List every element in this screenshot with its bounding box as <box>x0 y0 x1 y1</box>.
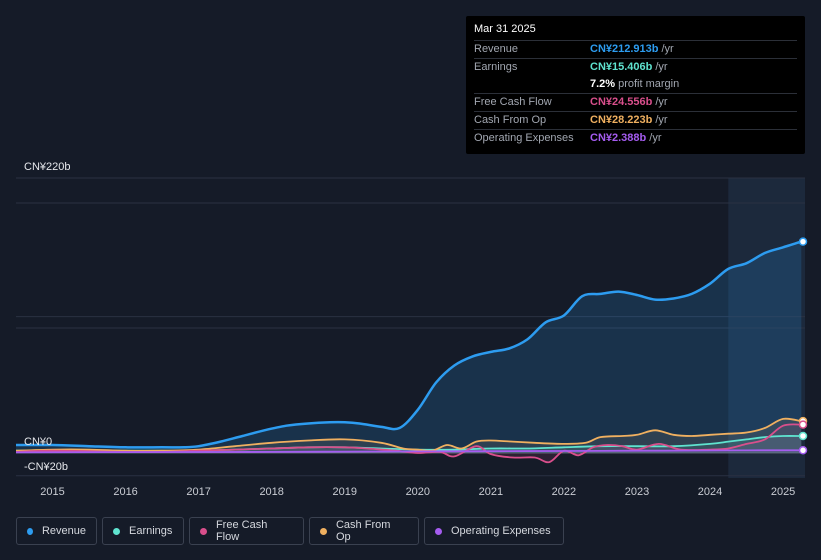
tooltip-suffix: /yr <box>655 61 668 73</box>
tooltip-label: Free Cash Flow <box>474 96 552 108</box>
revenue-endpoint <box>798 237 808 246</box>
x-tick-label: 2020 <box>406 486 430 498</box>
tooltip-value: CN¥24.556b <box>590 96 653 108</box>
tooltip-label: Revenue <box>474 43 519 55</box>
earnings-endpoint <box>798 431 808 441</box>
x-tick-label: 2025 <box>771 486 795 498</box>
operating-expenses-endpoint <box>798 446 808 455</box>
tooltip-suffix: profit margin <box>618 78 680 90</box>
x-tick-label: 2019 <box>333 486 357 498</box>
revenue-line <box>15 240 802 449</box>
revenue-area <box>16 241 802 463</box>
series-endpoints <box>798 237 808 455</box>
tooltip-label: Cash From Op <box>474 114 547 126</box>
tooltip-value: CN¥15.406b <box>590 61 653 73</box>
x-tick-label: 2024 <box>698 486 722 498</box>
legend-label: Earnings <box>129 525 173 537</box>
x-tick-label: 2022 <box>552 486 576 498</box>
x-tick-label: 2018 <box>259 486 283 498</box>
legend-item-earnings[interactable]: Earnings <box>102 517 184 545</box>
cash-from-op-dot-icon <box>320 527 327 535</box>
tooltip-row-margin: 7.2% profit margin <box>474 76 797 93</box>
tooltip-suffix: /yr <box>655 114 668 126</box>
legend-label: Revenue <box>41 525 86 537</box>
operating-expenses-dot-icon <box>435 527 442 535</box>
series-area-fill <box>16 435 802 453</box>
tooltip-date: Mar 31 2025 <box>474 23 536 35</box>
tooltip-label: Earnings <box>474 61 518 73</box>
x-tick-label: 2015 <box>40 486 64 498</box>
tooltip-suffix: /yr <box>649 132 662 144</box>
x-tick-label: 2023 <box>625 486 649 498</box>
free-cash-flow-dot-icon <box>200 527 207 535</box>
y-tick-label: -CN¥20b <box>24 461 68 473</box>
revenue-dot-icon <box>27 527 33 535</box>
x-tick-label: 2021 <box>479 486 503 498</box>
tooltip-value: 7.2% <box>590 78 616 90</box>
legend-item-cash-from-op[interactable]: Cash From Op <box>309 517 419 545</box>
legend-label: Free Cash Flow <box>215 519 268 543</box>
tooltip-row-operating-expenses: Operating Expenses CN¥2.388b /yr <box>474 129 797 147</box>
tooltip-label <box>474 76 590 93</box>
cash-from-op-line <box>15 417 802 452</box>
tooltip-suffix: /yr <box>661 43 674 55</box>
series-lines <box>15 240 802 464</box>
tooltip-suffix: /yr <box>655 96 668 108</box>
legend-label: Cash From Op <box>335 519 391 543</box>
tooltip-row-cash-from-op: Cash From Op CN¥28.223b /yr <box>474 111 797 129</box>
tooltip-label: Operating Expenses <box>474 132 574 144</box>
operating-expenses-line <box>15 449 802 454</box>
legend-item-free-cash-flow[interactable]: Free Cash Flow <box>189 517 304 545</box>
x-tick-label: 2017 <box>186 486 210 498</box>
legend-item-revenue[interactable]: Revenue <box>16 517 97 545</box>
free-cash-flow-endpoint <box>798 420 808 429</box>
tooltip-row-earnings: Earnings CN¥15.406b /yr <box>474 58 797 76</box>
legend-label: Operating Expenses <box>451 525 551 537</box>
tooltip-value: CN¥28.223b <box>590 114 653 126</box>
y-tick-label: CN¥0 <box>24 436 52 448</box>
earnings-dot-icon <box>113 527 120 535</box>
x-axis: 2015 2016 2017 2018 2019 2020 2021 2022 2023 2024… <box>40 486 795 498</box>
y-tick-label: CN¥220b <box>24 161 70 173</box>
tooltip: Mar 31 2025 Revenue CN¥212.913b /yr Earn… <box>466 16 805 154</box>
tooltip-row-revenue: Revenue CN¥212.913b /yr <box>474 40 797 58</box>
y-axis: CN¥220b CN¥0 -CN¥20b <box>24 161 70 473</box>
tooltip-row-free-cash-flow: Free Cash Flow CN¥24.556b /yr <box>474 93 797 111</box>
legend-item-operating-expenses[interactable]: Operating Expenses <box>424 517 564 545</box>
x-tick-label: 2016 <box>113 486 137 498</box>
tooltip-value: CN¥2.388b <box>590 132 647 144</box>
tooltip-value: CN¥212.913b <box>590 43 659 55</box>
